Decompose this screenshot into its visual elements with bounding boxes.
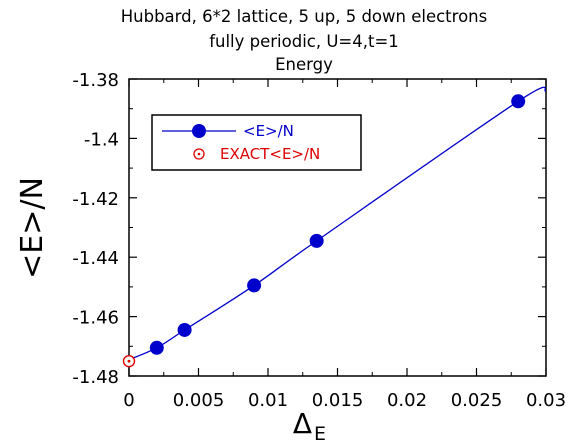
y-tick-label: -1.4 bbox=[84, 129, 119, 150]
x-axis-label: Δ E bbox=[293, 407, 326, 442]
series-1-point bbox=[247, 278, 262, 293]
title-line-3: Energy bbox=[275, 55, 333, 74]
legend-filled-marker bbox=[192, 124, 206, 138]
series-1-point bbox=[177, 322, 192, 337]
legend-open-marker-dot bbox=[197, 152, 201, 156]
x-axis-ticks: 0 0.005 0.01 0.015 0.02 0.025 0.03 bbox=[123, 79, 566, 411]
series-1-point bbox=[149, 340, 164, 355]
y-axis-label: <E>/N bbox=[15, 177, 50, 279]
x-tick-label: 0.015 bbox=[312, 390, 364, 411]
x-tick-label: 0.03 bbox=[526, 390, 566, 411]
y-tick-label: -1.42 bbox=[72, 189, 119, 210]
x-tick-label: 0.02 bbox=[387, 390, 427, 411]
y-tick-label: -1.38 bbox=[72, 70, 119, 91]
series-2-point-center bbox=[127, 359, 131, 363]
legend-label-series-2: EXACT<E>/N bbox=[220, 145, 320, 163]
title-line-1: Hubbard, 6*2 lattice, 5 up, 5 down elect… bbox=[121, 7, 487, 26]
x-tick-label: 0.025 bbox=[451, 390, 503, 411]
legend-label-series-1: <E>/N bbox=[243, 122, 294, 140]
legend: <E>/N EXACT<E>/N bbox=[151, 114, 362, 171]
series-1-point bbox=[309, 233, 324, 248]
x-tick-label: 0 bbox=[123, 390, 134, 411]
chart-title: Hubbard, 6*2 lattice, 5 up, 5 down elect… bbox=[121, 7, 487, 74]
y-tick-label: -1.46 bbox=[72, 308, 119, 329]
x-axis-label-subscript: E bbox=[314, 423, 326, 442]
x-tick-label: 0.005 bbox=[173, 390, 225, 411]
series-1-point bbox=[511, 94, 526, 109]
series-group bbox=[122, 86, 547, 368]
y-axis-ticks: -1.38 -1.4 -1.42 -1.44 -1.46 -1.48 bbox=[72, 70, 546, 388]
y-tick-label: -1.48 bbox=[72, 367, 119, 388]
title-line-2: fully periodic, U=4,t=1 bbox=[209, 32, 399, 51]
y-tick-label: -1.44 bbox=[72, 248, 119, 269]
x-axis-label-main: Δ bbox=[293, 407, 312, 440]
x-tick-label: 0.01 bbox=[248, 390, 288, 411]
legend-box bbox=[151, 114, 362, 171]
